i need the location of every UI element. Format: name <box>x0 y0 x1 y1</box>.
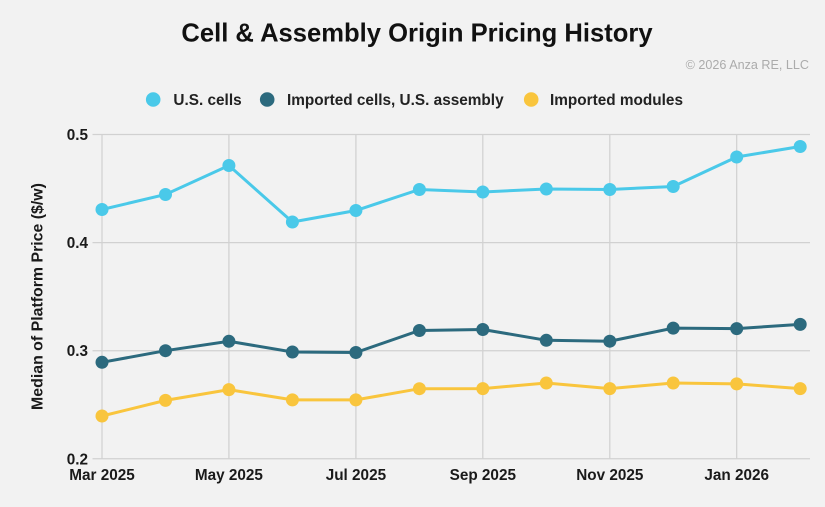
svg-text:Imported modules: Imported modules <box>550 92 683 109</box>
svg-text:Median of Platform Price ($/w): Median of Platform Price ($/w) <box>30 183 47 410</box>
svg-text:Mar 2025: Mar 2025 <box>69 467 135 484</box>
svg-text:Nov 2025: Nov 2025 <box>576 467 644 484</box>
svg-text:0.5: 0.5 <box>67 127 89 144</box>
svg-text:May 2025: May 2025 <box>195 467 264 484</box>
svg-text:Cell & Assembly Origin Pricing: Cell & Assembly Origin Pricing History <box>181 20 653 48</box>
svg-text:0.4: 0.4 <box>67 235 89 252</box>
svg-text:Jan 2026: Jan 2026 <box>704 467 769 484</box>
svg-text:Imported cells, U.S. assembly: Imported cells, U.S. assembly <box>287 92 504 109</box>
svg-text:© 2026 Anza RE, LLC: © 2026 Anza RE, LLC <box>686 58 809 72</box>
svg-text:U.S. cells: U.S. cells <box>173 92 241 109</box>
svg-text:Jul 2025: Jul 2025 <box>326 467 387 484</box>
svg-text:0.3: 0.3 <box>67 343 88 360</box>
svg-text:0.2: 0.2 <box>67 451 88 468</box>
svg-text:Sep 2025: Sep 2025 <box>450 467 517 484</box>
